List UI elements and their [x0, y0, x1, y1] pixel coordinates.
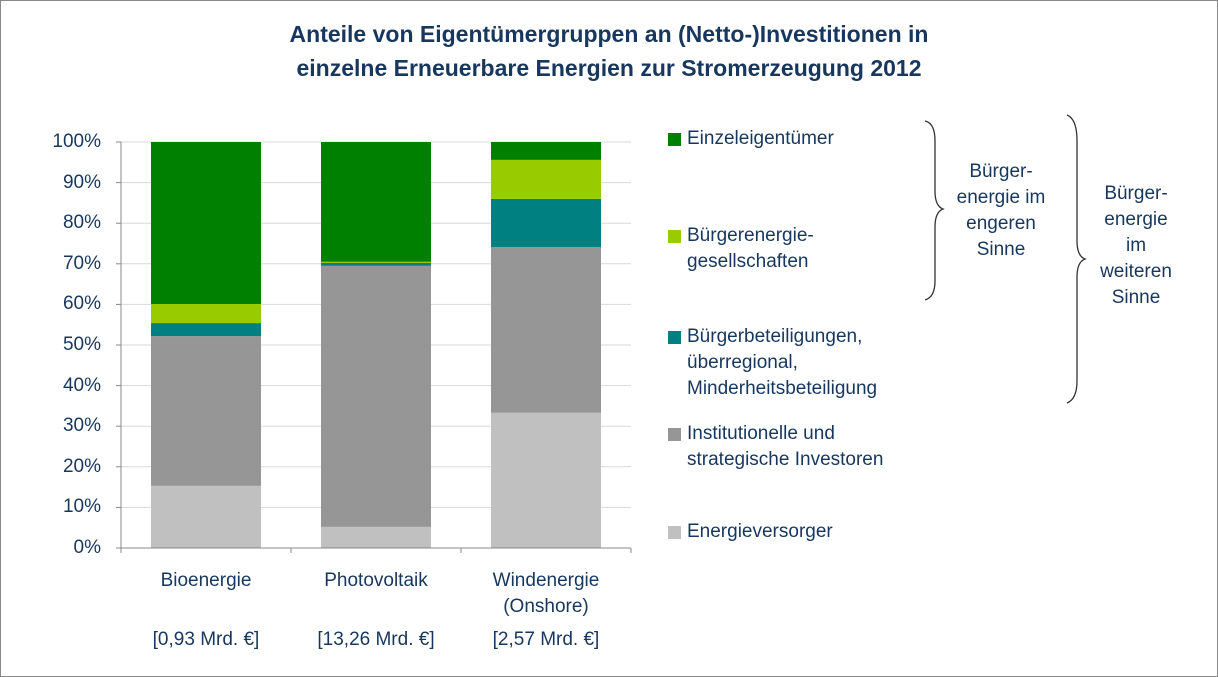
category-total: [2,57 Mrd. €] — [492, 629, 600, 650]
bar-segment — [151, 323, 261, 337]
annotation: Bürger- energie im weiteren Sinne — [1100, 183, 1172, 308]
legend-label: Institutionelle und strategische Investo… — [687, 423, 884, 470]
bar-segment — [491, 159, 601, 199]
bar-segment — [491, 412, 601, 548]
y-tick-label: 20% — [62, 455, 101, 477]
legend-swatch — [668, 331, 681, 344]
y-tick-label: 100% — [52, 131, 101, 152]
y-tick-label: 30% — [62, 415, 101, 437]
legend-label: Bürgerbeteiligungen, überregional, Minde… — [687, 326, 878, 399]
legend-swatch — [668, 428, 681, 441]
category-total: [0,93 Mrd. €] — [152, 629, 260, 650]
y-tick-label: 40% — [62, 374, 101, 396]
bar-segment — [151, 142, 261, 304]
y-tick-label: 70% — [62, 252, 101, 274]
bar-segment — [151, 303, 261, 324]
legend-label: Bürgerenergie- gesellschaften — [687, 225, 814, 272]
bar-segment — [321, 526, 431, 548]
brace — [1066, 114, 1087, 404]
legend-swatch — [668, 230, 681, 243]
bar-segment — [151, 485, 261, 548]
bar-segment — [491, 142, 601, 160]
annotation: Bürger- energie im engeren Sinne — [956, 161, 1046, 260]
y-tick-label: 50% — [62, 334, 101, 355]
category-total: [13,26 Mrd. €] — [317, 629, 435, 650]
x-tick-label: Windenergie (Onshore) — [492, 570, 600, 617]
brace — [924, 120, 945, 301]
bar-segment — [321, 261, 431, 263]
x-tick-label: Bioenergie — [160, 570, 252, 591]
y-tick-label: 90% — [62, 171, 101, 193]
bar-segment — [491, 247, 601, 413]
x-tick-label: Photovoltaik — [324, 570, 428, 591]
bar-segment — [491, 198, 601, 248]
legend-label: Energieversorger — [687, 521, 833, 542]
bar-segment — [321, 262, 431, 266]
bar-segment — [151, 336, 261, 486]
y-tick-label: 60% — [62, 293, 101, 315]
y-tick-label: 10% — [62, 496, 101, 518]
y-tick-label: 0% — [73, 537, 101, 558]
bar-segment — [321, 265, 431, 527]
bar-segment — [321, 142, 431, 262]
legend-swatch — [668, 526, 681, 539]
legend-label: Einzeleigentümer — [687, 128, 834, 149]
chart-title: Anteile von Eigentümergruppen an (Netto-… — [289, 21, 929, 81]
legend-swatch — [668, 133, 681, 146]
y-tick-label: 80% — [62, 212, 101, 234]
